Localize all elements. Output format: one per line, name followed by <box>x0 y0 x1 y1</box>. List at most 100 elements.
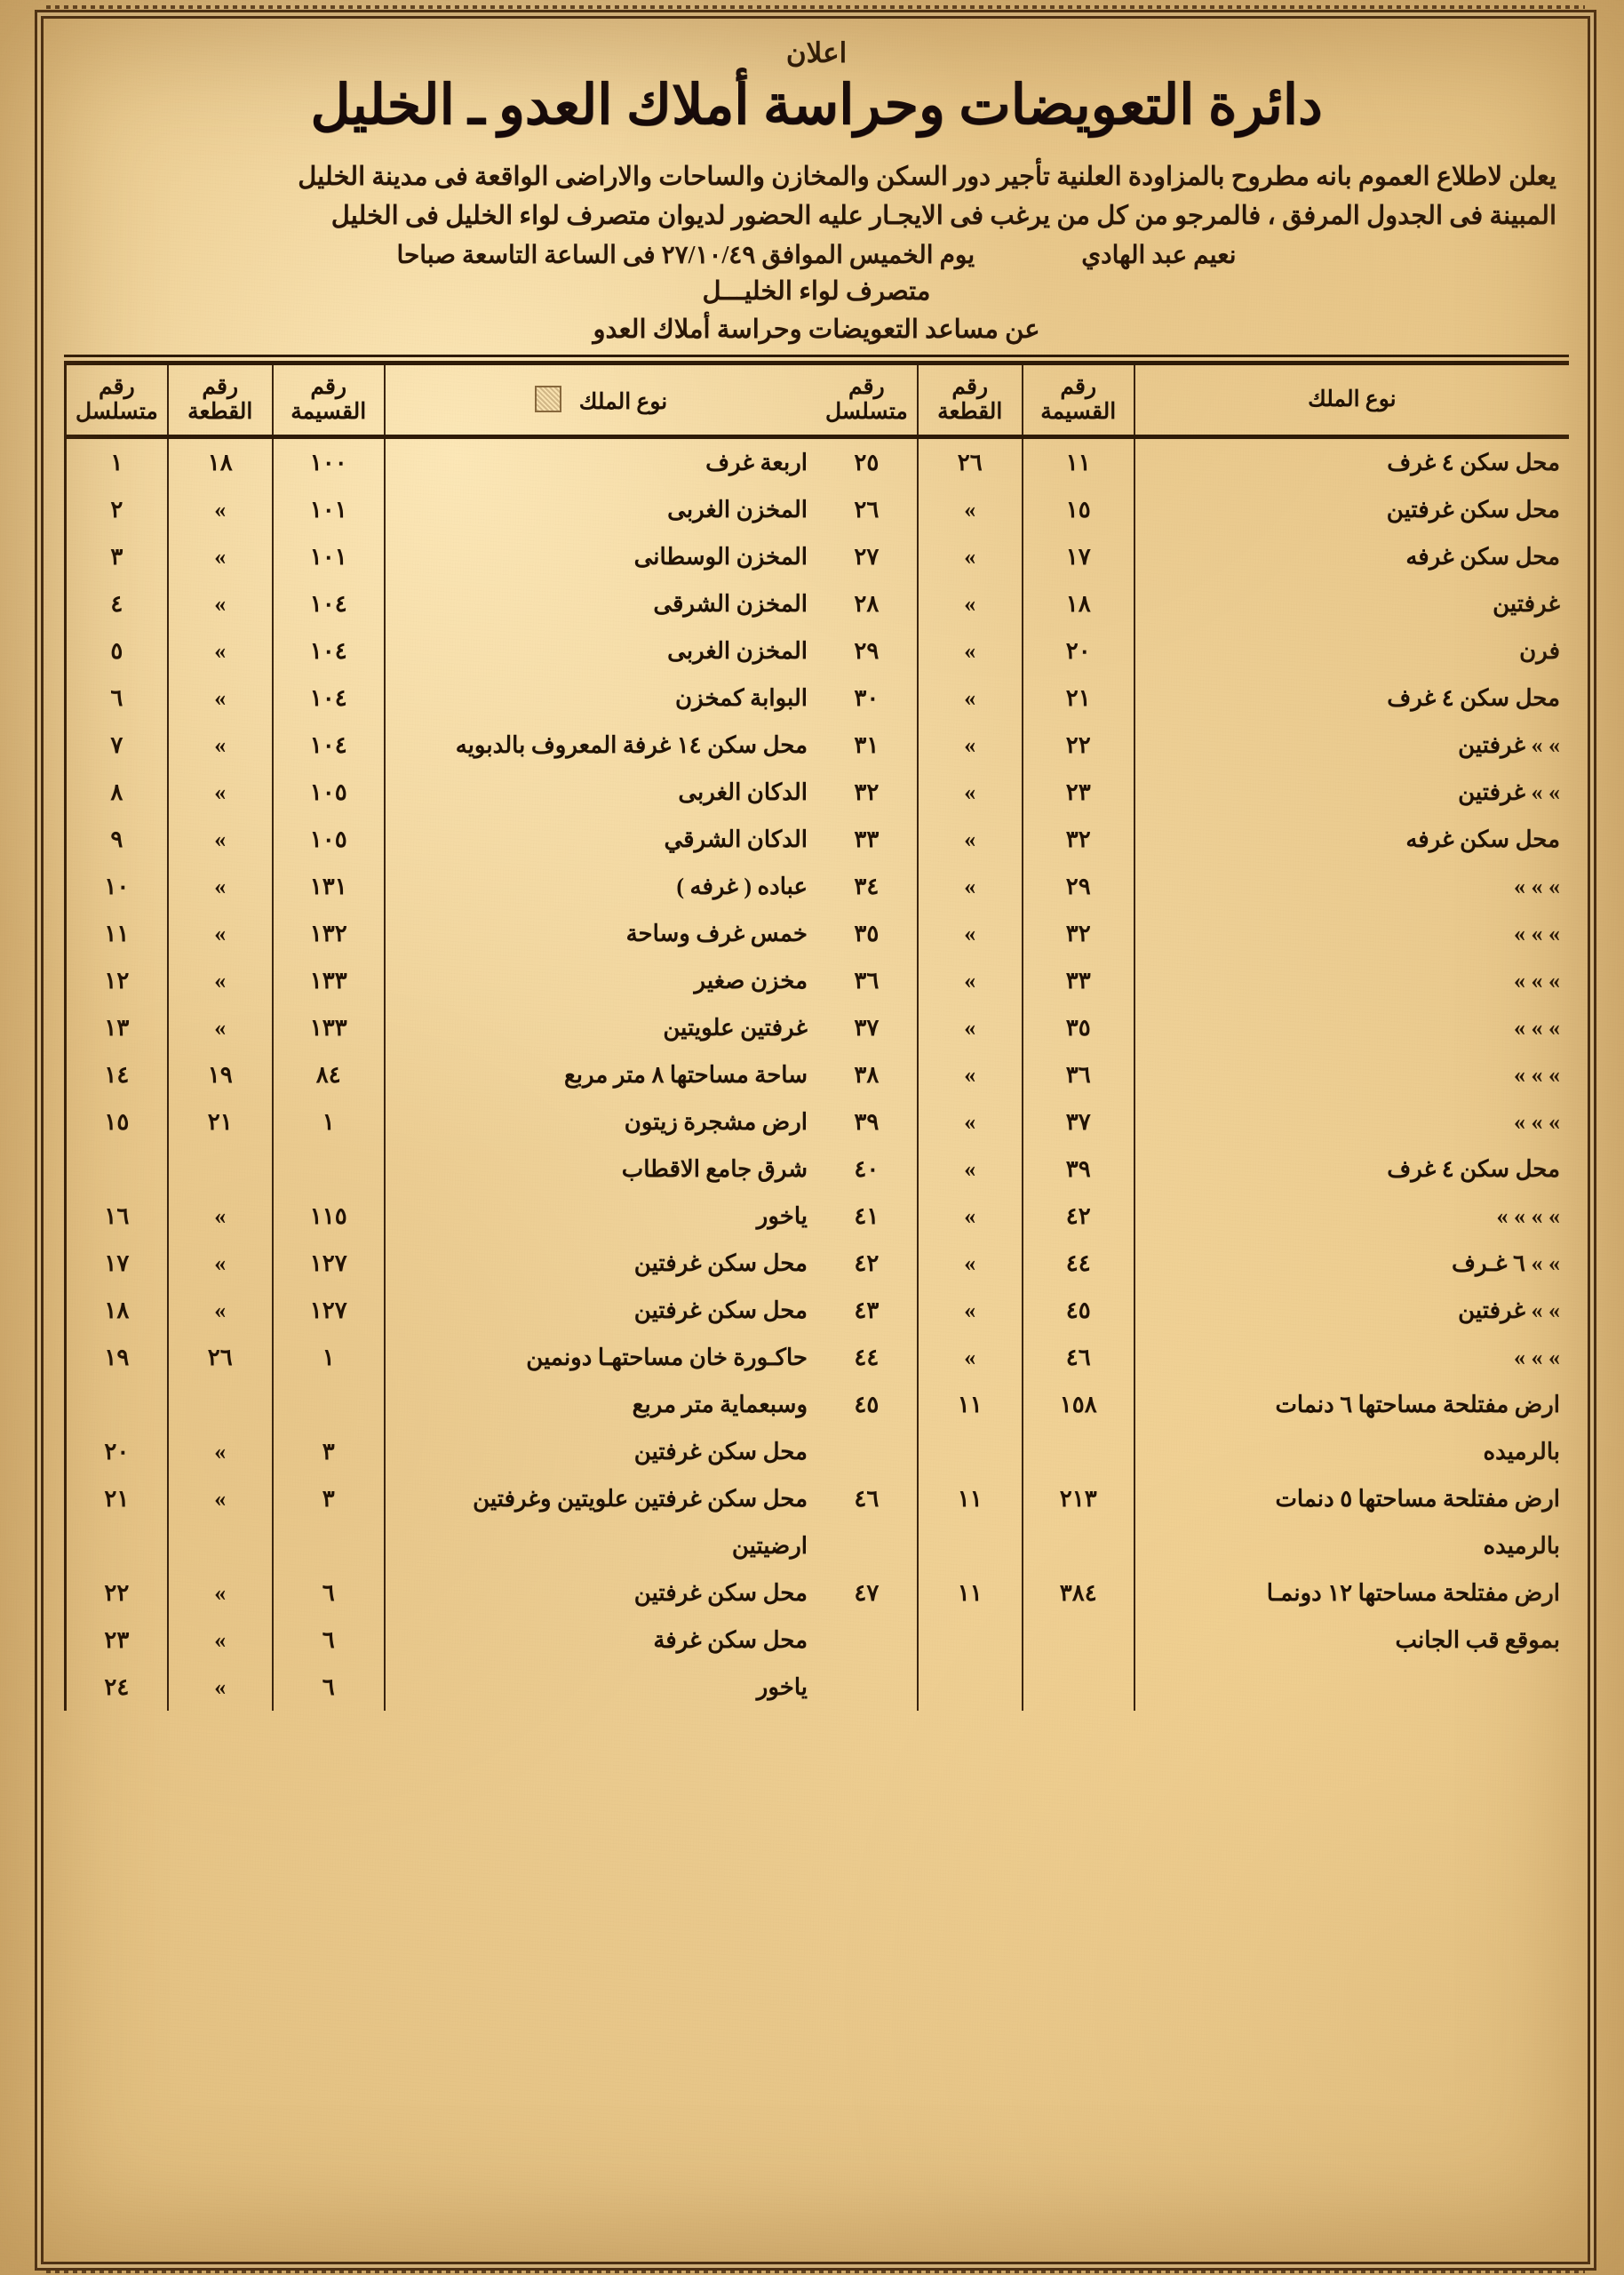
cell-serial-number: ٢٧ <box>854 543 880 570</box>
cell-parcel-number: » <box>916 1004 1023 1052</box>
cell-plot-number: ١٠٤ <box>271 722 385 770</box>
cell-property-type: محل سكن غرفتين <box>1133 486 1569 534</box>
cell-property-type: » » » <box>1133 957 1569 1005</box>
cell-property-type: فرن <box>1133 627 1569 675</box>
cell-serial-number: ١٧ <box>104 1249 130 1276</box>
cell-parcel-number: » <box>166 486 273 534</box>
cell-plot-number: ١٣٣ <box>271 957 385 1005</box>
cell-plot-number <box>271 1522 385 1570</box>
cell-plot-number: ٣ <box>271 1475 385 1523</box>
cell-plot-number: ١٥٨ <box>1021 1381 1134 1429</box>
cell-serial-number: ٢٥ <box>854 449 880 475</box>
cell-parcel-number: » <box>166 675 273 722</box>
cell-parcel-number: » <box>916 769 1023 817</box>
column-header-plot: رقم القسيمة <box>1021 365 1134 440</box>
cell-property-type: محل سكن غرفتين <box>383 1240 816 1288</box>
cell-parcel-number: » <box>166 1569 273 1617</box>
cell-plot-number: ٣٣ <box>1021 957 1134 1005</box>
table-row: حاكـورة خان مساحتهـا دونمين ١ ٢٦ ١٩ <box>66 1334 816 1382</box>
cell-serial-number: ٣٦ <box>854 967 880 994</box>
cell-parcel-number: » <box>916 957 1023 1005</box>
cell-parcel-number: » <box>916 910 1023 958</box>
cell-serial-number <box>816 1616 918 1664</box>
cell-plot-number: ١٠٥ <box>271 769 385 817</box>
table-row: المخزن الغربى ١٠٤» ٥ <box>66 627 816 675</box>
cell-serial-number: ٤٢ <box>854 1249 880 1276</box>
cell-property-type: الدكان الغربى <box>383 769 816 817</box>
table-row: محل سكن غرفتين ٦» ٢٢ <box>66 1569 816 1617</box>
cell-serial-number <box>66 1381 168 1428</box>
cell-property-type: محل سكن ٤ غرف <box>1133 675 1569 722</box>
cell-parcel-number: ١٩ <box>166 1051 273 1099</box>
cell-plot-number: ٢١ <box>1021 675 1134 722</box>
cell-parcel-number <box>166 1522 273 1570</box>
table-row: شرق جامع الاقطاب <box>66 1145 816 1193</box>
cell-property-type: محل سكن غرفتين <box>383 1569 816 1617</box>
cell-property-type: حاكـورة خان مساحتهـا دونمين <box>383 1334 816 1382</box>
cell-plot-number: ٣٢ <box>1021 816 1134 864</box>
cell-property-type: ياخور <box>383 1664 816 1712</box>
cell-parcel-number: » <box>916 1334 1023 1382</box>
table-row: محل سكن غرفتين ٣» ٢٠ <box>66 1428 816 1476</box>
column-header-type: نوع الملك <box>383 365 816 440</box>
cell-property-type: محل سكن ٤ غرف <box>1133 1145 1569 1193</box>
cell-plot-number <box>1021 1522 1134 1570</box>
cell-plot-number: ١ <box>271 1334 385 1382</box>
date-and-name-line: نعيم عبد الهادي يوم الخميس الموافق ٢٧/١٠… <box>76 240 1556 270</box>
cell-property-type: محل سكن غرفتين <box>383 1287 816 1335</box>
cell-parcel-number: » <box>166 1287 273 1335</box>
signatory-department: عن مساعد التعويضات وحراسة أملاك العدو <box>593 315 1040 345</box>
table-row: محل سكن غرفه ٣٢» ٣٣ <box>816 816 1569 864</box>
table-row: فرن ٢٠» ٢٩ <box>816 627 1569 675</box>
cell-parcel-number: » <box>916 1098 1023 1146</box>
cell-serial-number: ٢٩ <box>854 637 880 664</box>
cell-plot-number: ٦ <box>271 1616 385 1664</box>
cell-serial-number: ٢٦ <box>854 496 880 523</box>
cell-property-type: محل سكن غرفه <box>1133 816 1569 864</box>
table-row: » » غرفتين ٢٢» ٣١ <box>816 722 1569 770</box>
column-header-plot: رقم القسيمة <box>271 365 385 440</box>
cell-serial-number: ١ <box>110 449 123 475</box>
table-row: بالرميده <box>816 1428 1569 1476</box>
cell-serial-number: ٢ <box>110 496 123 523</box>
cell-parcel-number: » <box>166 1193 273 1241</box>
cell-plot-number <box>271 1145 385 1193</box>
cell-serial-number: ٣٤ <box>854 873 880 899</box>
cell-parcel-number: » <box>916 627 1023 675</box>
cell-property-type: ارض مفتلحة مساحتها ٥ دنمات <box>1133 1475 1569 1523</box>
cell-plot-number: ١٣١ <box>271 863 385 911</box>
table-row: محل سكن غرفتين ١٢٧» ١٨ <box>66 1287 816 1335</box>
table-row: الدكان الشرقي ١٠٥» ٩ <box>66 816 816 864</box>
table-row: » » غرفتين ٢٣» ٣٢ <box>816 769 1569 817</box>
cell-parcel-number: » <box>166 722 273 770</box>
cell-parcel-number: » <box>166 580 273 628</box>
cell-parcel-number: » <box>166 1240 273 1288</box>
cell-property-type: المخزن الغربى <box>383 486 816 534</box>
cell-parcel-number: » <box>166 769 273 817</box>
cell-property-type: محل سكن غرفه <box>1133 533 1569 581</box>
cell-plot-number: ٦ <box>271 1569 385 1617</box>
cell-serial-number: ٢٠ <box>104 1438 130 1465</box>
cell-serial-number: ٢٣ <box>104 1626 130 1653</box>
cell-plot-number <box>271 1381 385 1429</box>
cell-property-type: المخزن الشرقى <box>383 580 816 628</box>
cell-serial-number: ٤٥ <box>854 1391 880 1417</box>
announcement-body: يعلن لاطلاع العموم بانه مطروح بالمزاودة … <box>64 158 1569 235</box>
table-row: عباده ( غرفه ) ١٣١» ١٠ <box>66 863 816 911</box>
cell-serial-number: ١٢ <box>104 967 130 994</box>
cell-serial-number: ٤ <box>110 590 123 617</box>
table-row: ارض مشجرة زيتون ١ ٢١ ١٥ <box>66 1098 816 1146</box>
table-row: » » » ٤٦» ٤٤ <box>816 1334 1569 1382</box>
cell-property-type: محل سكن غرفتين <box>383 1428 816 1476</box>
cell-property-type: » » غرفتين <box>1133 1287 1569 1335</box>
cell-parcel-number: » <box>166 1616 273 1664</box>
cell-serial-number: ٤٠ <box>854 1155 880 1182</box>
cell-property-type: شرق جامع الاقطاب <box>383 1145 816 1193</box>
property-table-continuation: نوع الملك رقم القسيمة رقم القطعة رقم متس… <box>816 365 1569 1712</box>
cell-plot-number: ١٣٢ <box>271 910 385 958</box>
cell-property-type: محل سكن ٤ غرف <box>1133 436 1569 487</box>
cell-property-type: محل سكن ١٤ غرفة المعروف بالدبويه <box>383 722 816 770</box>
cell-serial-number: ٣٠ <box>854 684 880 711</box>
cell-serial-number: ٣٥ <box>854 920 880 946</box>
body-line-2: المبينة فى الجدول المرفق ، فالمرجو من كل… <box>330 201 1556 230</box>
